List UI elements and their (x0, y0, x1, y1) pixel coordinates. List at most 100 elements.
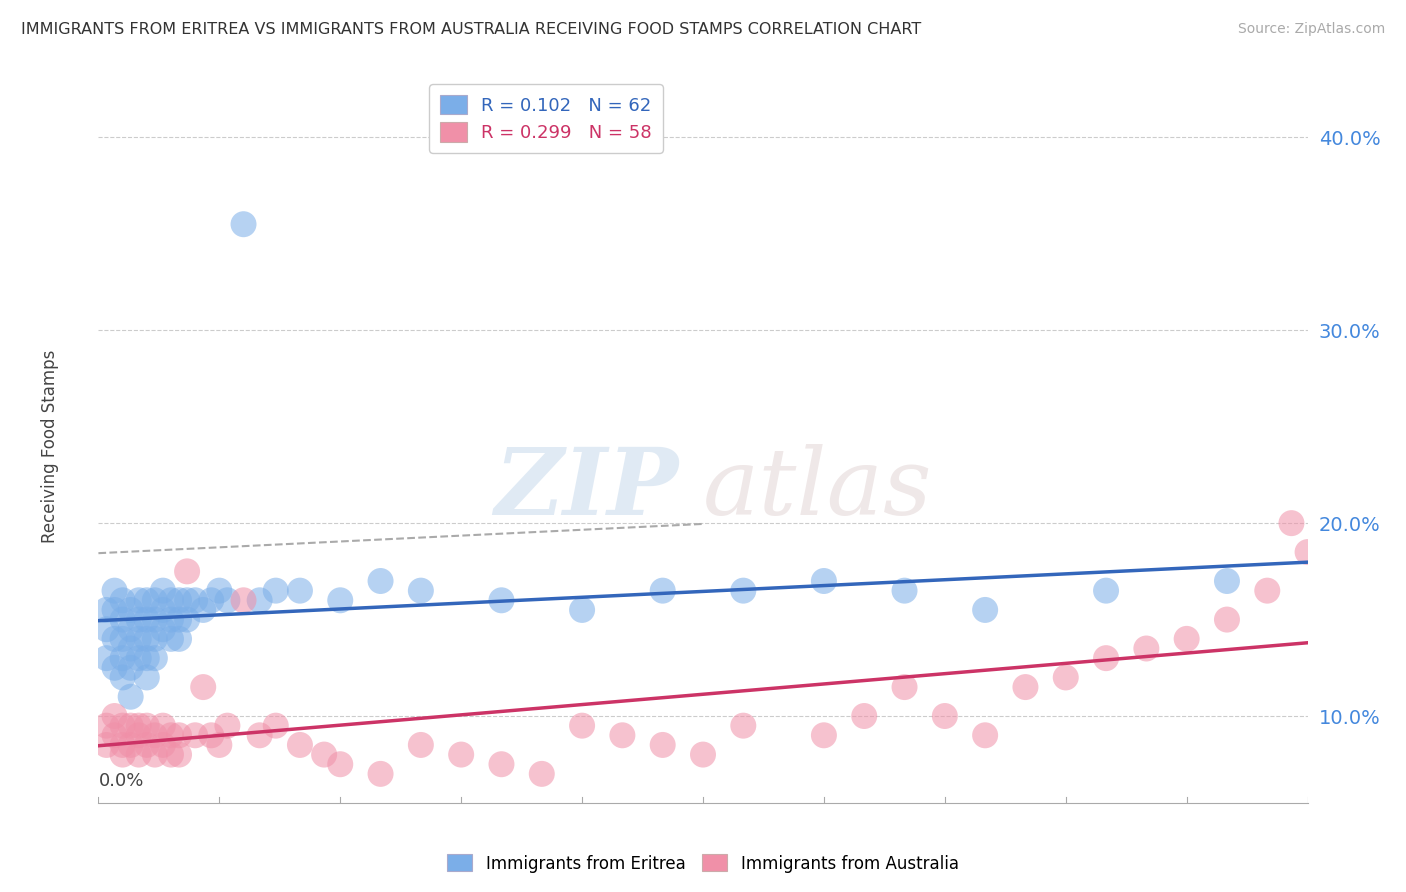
Point (103, 632, 125, 646)
Point (974, 728, 997, 742)
Point (135, 719, 157, 733)
Point (733, 583, 755, 598)
Point (111, 651, 134, 665)
Point (160, 593, 183, 607)
Point (176, 565, 198, 579)
Point (152, 719, 174, 733)
Point (96, 603, 118, 617)
Point (184, 593, 207, 607)
Point (934, 709, 956, 723)
Point (409, 583, 432, 598)
Point (160, 613, 183, 627)
Point (1175, 632, 1198, 646)
Point (491, 757, 513, 772)
Point (111, 719, 134, 733)
Point (111, 632, 134, 646)
Point (128, 747, 150, 762)
Point (193, 603, 215, 617)
Point (1296, 545, 1319, 559)
Point (152, 738, 174, 752)
Point (128, 593, 150, 607)
Point (893, 680, 915, 694)
Point (120, 622, 142, 636)
Point (288, 583, 311, 598)
Point (111, 593, 134, 607)
Point (217, 593, 239, 607)
Point (111, 670, 134, 684)
Point (1054, 670, 1077, 684)
Point (160, 728, 183, 742)
Point (103, 709, 125, 723)
Point (111, 738, 134, 752)
Point (651, 583, 673, 598)
Point (103, 661, 125, 675)
Point (167, 613, 190, 627)
Point (264, 583, 287, 598)
Point (128, 651, 150, 665)
Point (571, 603, 593, 617)
Point (184, 728, 207, 742)
Point (128, 613, 150, 627)
Point (143, 593, 166, 607)
Point (853, 709, 876, 723)
Legend: Immigrants from Eritrea, Immigrants from Australia: Immigrants from Eritrea, Immigrants from… (441, 847, 965, 880)
Point (176, 613, 198, 627)
Point (176, 593, 198, 607)
Point (208, 583, 231, 598)
Text: Source: ZipAtlas.com: Source: ZipAtlas.com (1237, 22, 1385, 37)
Point (264, 719, 287, 733)
Point (160, 747, 183, 762)
Point (1281, 516, 1303, 530)
Point (160, 632, 183, 646)
Point (143, 651, 166, 665)
Point (651, 738, 673, 752)
Point (103, 583, 125, 598)
Point (135, 670, 157, 684)
Point (143, 747, 166, 762)
Point (120, 690, 142, 704)
Point (152, 583, 174, 598)
Point (152, 603, 174, 617)
Point (1216, 613, 1239, 627)
Point (208, 738, 231, 752)
Point (135, 738, 157, 752)
Point (96, 738, 118, 752)
Point (1095, 583, 1118, 598)
Point (288, 738, 311, 752)
Point (200, 728, 222, 742)
Point (733, 719, 755, 733)
Point (143, 613, 166, 627)
Point (167, 632, 190, 646)
Point (111, 613, 134, 627)
Point (193, 680, 215, 694)
Point (120, 603, 142, 617)
Point (813, 574, 835, 588)
Point (120, 661, 142, 675)
Point (692, 747, 714, 762)
Point (152, 622, 174, 636)
Point (128, 719, 150, 733)
Point (1095, 651, 1118, 665)
Point (1135, 641, 1157, 656)
Point (167, 747, 190, 762)
Point (409, 738, 432, 752)
Point (128, 728, 150, 742)
Point (167, 728, 190, 742)
Text: atlas: atlas (703, 444, 932, 533)
Point (111, 747, 134, 762)
Legend: R = 0.102   N = 62, R = 0.299   N = 58: R = 0.102 N = 62, R = 0.299 N = 58 (429, 84, 662, 153)
Point (120, 719, 142, 733)
Point (329, 593, 352, 607)
Point (143, 632, 166, 646)
Point (974, 603, 997, 617)
Point (167, 593, 190, 607)
Point (1256, 583, 1278, 598)
Point (232, 593, 254, 607)
Point (103, 728, 125, 742)
Point (135, 651, 157, 665)
Point (249, 593, 271, 607)
Point (370, 574, 392, 588)
Point (329, 757, 352, 772)
Point (135, 593, 157, 607)
Point (135, 613, 157, 627)
